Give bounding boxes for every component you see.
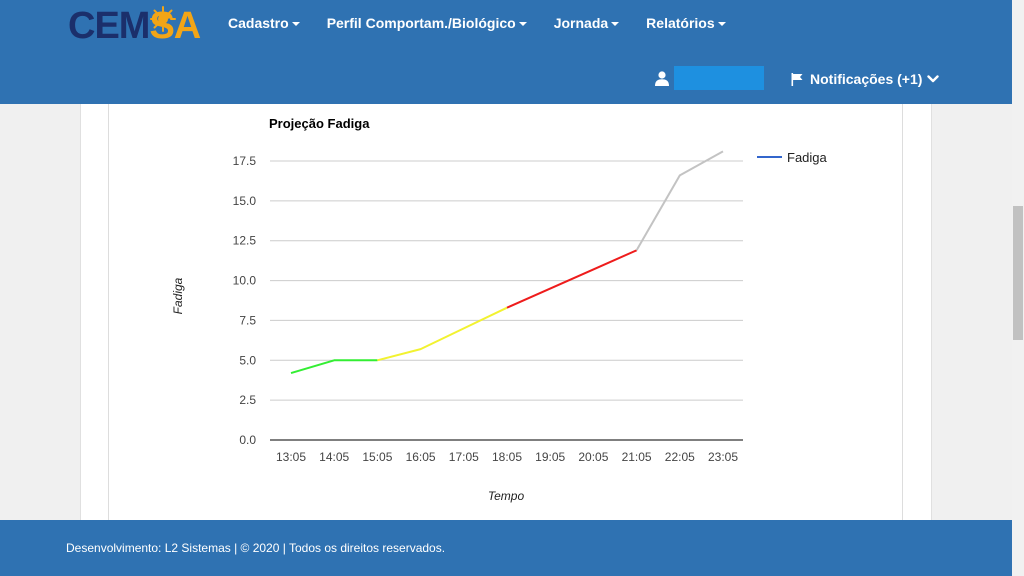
nav-label: Relatórios — [646, 15, 715, 31]
y-tick-label: 17.5 — [233, 154, 257, 168]
caret-down-icon — [518, 22, 527, 26]
flag-icon — [791, 72, 803, 86]
page-scrollbar[interactable] — [1012, 0, 1024, 576]
caret-down-icon — [611, 22, 620, 26]
y-tick-label: 0.0 — [239, 433, 256, 447]
nav-label: Cadastro — [228, 15, 289, 31]
x-tick-label: 16:05 — [406, 450, 436, 464]
chart-legend[interactable]: Fadiga — [757, 150, 828, 165]
chart-grid — [270, 160, 743, 441]
y-tick-label: 2.5 — [239, 393, 256, 407]
y-tick-label: 10.0 — [233, 274, 257, 288]
chart-card — [108, 104, 903, 520]
x-tick-label: 20:05 — [578, 450, 608, 464]
legend-label: Fadiga — [787, 150, 828, 165]
chart-title: Projeção Fadiga — [269, 116, 370, 131]
y-tick-label: 15.0 — [233, 194, 257, 208]
fatigue-line — [290, 150, 724, 374]
fatigue-chart: Projeção Fadiga 0.0 2.5 5.0 7.5 10.0 12.5 15.0… — [171, 116, 828, 503]
x-tick-label: 19:05 — [535, 450, 565, 464]
x-tick-label: 21:05 — [622, 450, 652, 464]
x-tick-label: 14:05 — [319, 450, 349, 464]
x-tick-label: 23:05 — [708, 450, 738, 464]
x-axis-ticks: 13:05 14:05 15:05 16:05 17:05 18:05 19:05 20:05… — [276, 450, 738, 464]
cemsa-logo[interactable]: CEMSA — [68, 4, 201, 48]
footer: Desenvolvimento: L2 Sistemas | © 2020 | … — [0, 520, 1012, 576]
line-segment-gray — [635, 150, 724, 251]
user-icon — [655, 70, 669, 86]
main-nav: Cadastro Perfil Comportam./Biológico Jor… — [228, 15, 753, 31]
y-axis-ticks: 0.0 2.5 5.0 7.5 10.0 12.5 15.0 17.5 — [233, 154, 257, 447]
caret-down-icon — [291, 22, 300, 26]
top-navbar: CEMSA Cadastro Perfil Comportam./Biológi… — [0, 0, 1012, 104]
nav-label: Jornada — [553, 15, 609, 31]
nav-cadastro[interactable]: Cadastro — [228, 15, 300, 31]
x-tick-label: 13:05 — [276, 450, 306, 464]
nav-relatorios[interactable]: Relatórios — [646, 15, 726, 31]
notifications-label: Notificações (+1) — [810, 71, 923, 87]
sun-icon — [150, 6, 176, 32]
x-tick-label: 18:05 — [492, 450, 522, 464]
line-segment-yellow — [377, 306, 508, 362]
y-tick-label: 5.0 — [239, 353, 256, 367]
scrollbar-thumb[interactable] — [1013, 206, 1023, 340]
user-menu[interactable] — [655, 66, 764, 90]
nav-label: Perfil Comportam./Biológico — [326, 15, 516, 31]
footer-text: Desenvolvimento: L2 Sistemas | © 2020 | … — [66, 541, 446, 555]
caret-down-icon — [717, 22, 726, 26]
x-axis-label: Tempo — [488, 489, 525, 503]
x-tick-label: 22:05 — [665, 450, 695, 464]
logo-text: CEMSA — [68, 5, 201, 47]
y-axis-label: Fadiga — [171, 277, 185, 314]
y-tick-label: 12.5 — [233, 234, 257, 248]
nav-perfil[interactable]: Perfil Comportam./Biológico — [327, 15, 527, 31]
x-tick-label: 17:05 — [449, 450, 479, 464]
nav-jornada[interactable]: Jornada — [553, 15, 620, 31]
y-tick-label: 7.5 — [239, 313, 256, 327]
line-segment-green — [290, 359, 378, 374]
user-name-redacted — [674, 66, 764, 90]
notifications-menu[interactable]: Notificações (+1) — [791, 71, 940, 87]
x-tick-label: 15:05 — [362, 450, 392, 464]
chevron-down-icon — [927, 75, 940, 83]
line-segment-red — [506, 249, 638, 309]
